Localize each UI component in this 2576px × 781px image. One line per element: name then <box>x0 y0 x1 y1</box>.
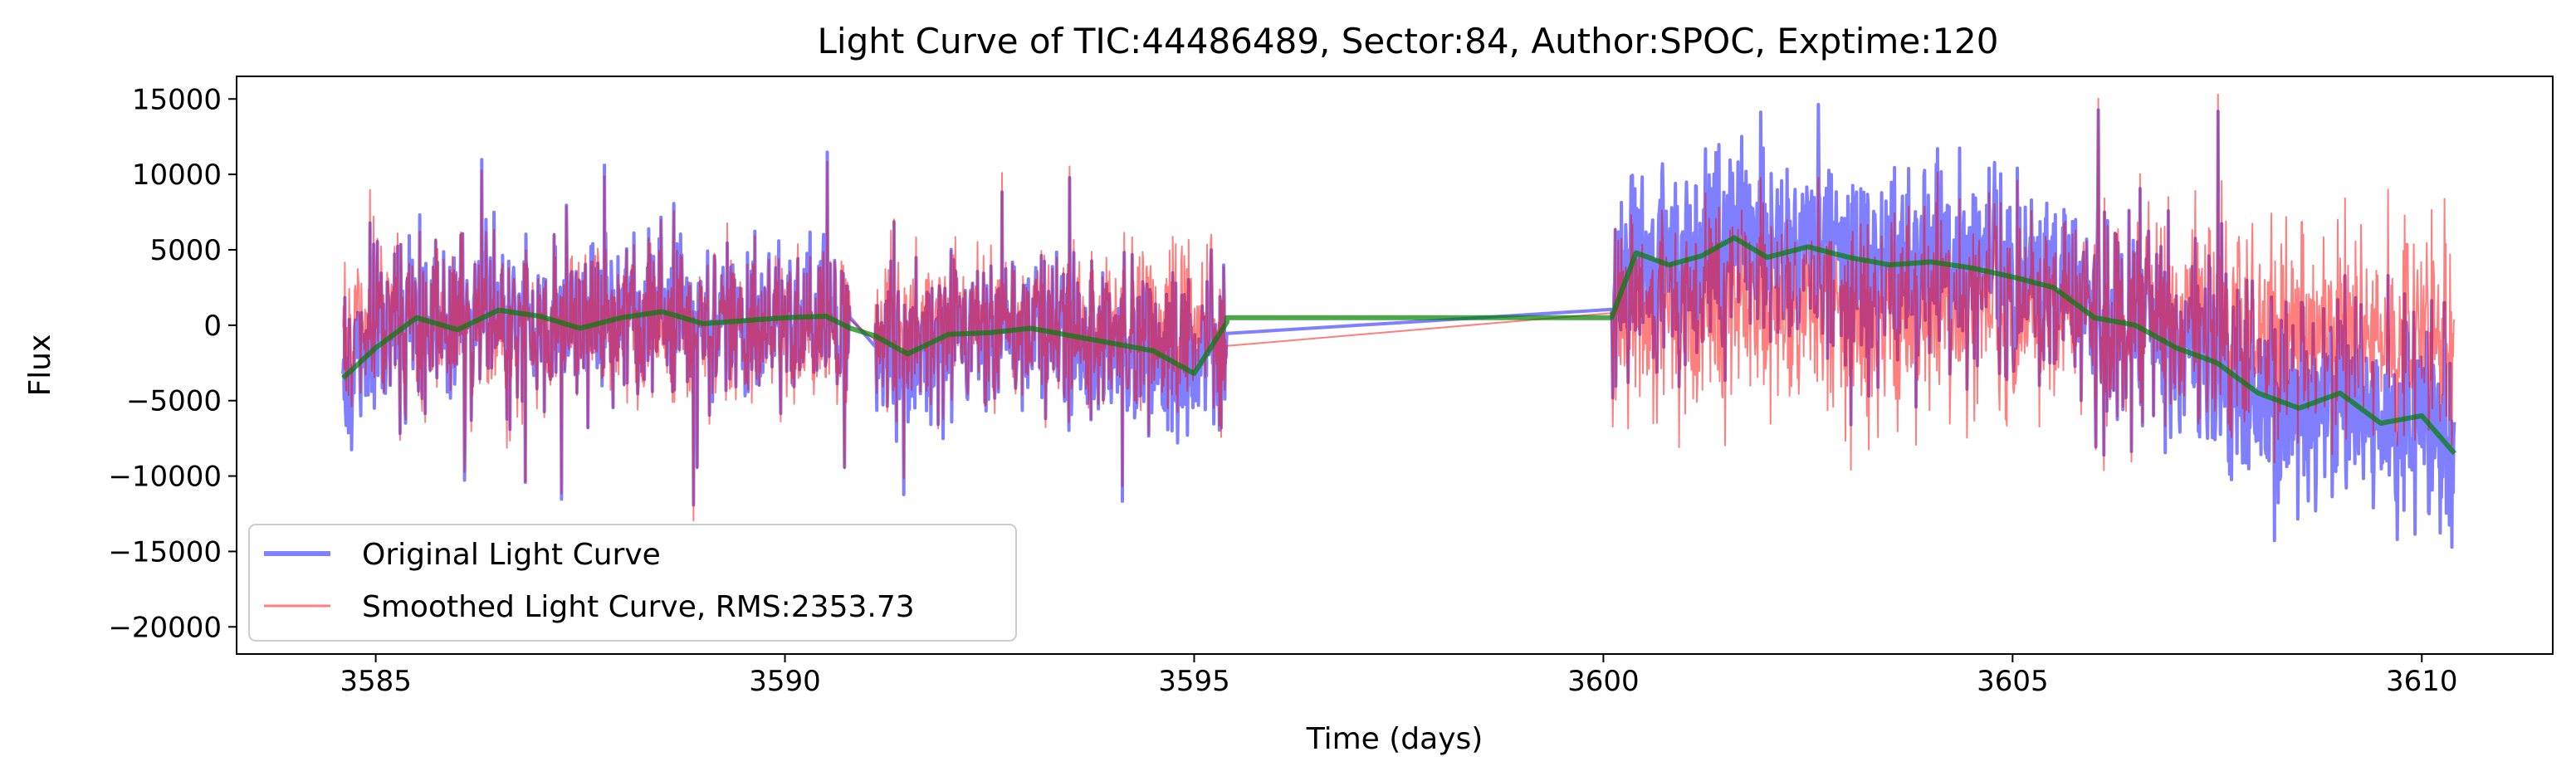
x-tick-label: 3600 <box>1567 665 1640 698</box>
y-tick-label: −20000 <box>108 611 222 644</box>
y-tick-label: 0 <box>203 310 222 343</box>
plot-frame <box>236 76 2554 655</box>
x-axis: 3585 3590 3595 3600 3605 3610 <box>340 654 2458 698</box>
x-tick-label: 3595 <box>1158 665 1230 698</box>
x-tick-label: 3610 <box>2386 665 2458 698</box>
x-tick-label: 3585 <box>340 665 412 698</box>
legend-label-original: Original Light Curve <box>362 538 661 572</box>
y-tick-label: −5000 <box>126 385 222 418</box>
y-axis-title: Flux <box>23 334 57 397</box>
series-layer <box>341 93 2456 549</box>
chart-title: Light Curve of TIC:44486489, Sector:84, … <box>818 21 1999 61</box>
y-tick-label: −10000 <box>108 461 222 494</box>
y-tick-label: 10000 <box>132 159 222 192</box>
series-trend <box>341 235 2456 456</box>
x-tick-label: 3605 <box>1977 665 2049 698</box>
x-axis-title: Time (days) <box>1306 722 1484 756</box>
legend: Original Light Curve Smoothed Light Curv… <box>248 524 1017 642</box>
y-tick-label: 15000 <box>132 83 222 116</box>
series-smoothed-light-curve <box>342 93 2456 522</box>
legend-box <box>248 524 1017 642</box>
y-axis: 15000 10000 5000 0 −5000 −10000 −15000 −20000 <box>108 83 237 644</box>
y-tick-label: 5000 <box>149 234 222 267</box>
x-tick-label: 3590 <box>749 665 821 698</box>
legend-label-smoothed: Smoothed Light Curve, RMS:2353.73 <box>362 590 915 624</box>
y-tick-label: −15000 <box>108 535 222 569</box>
